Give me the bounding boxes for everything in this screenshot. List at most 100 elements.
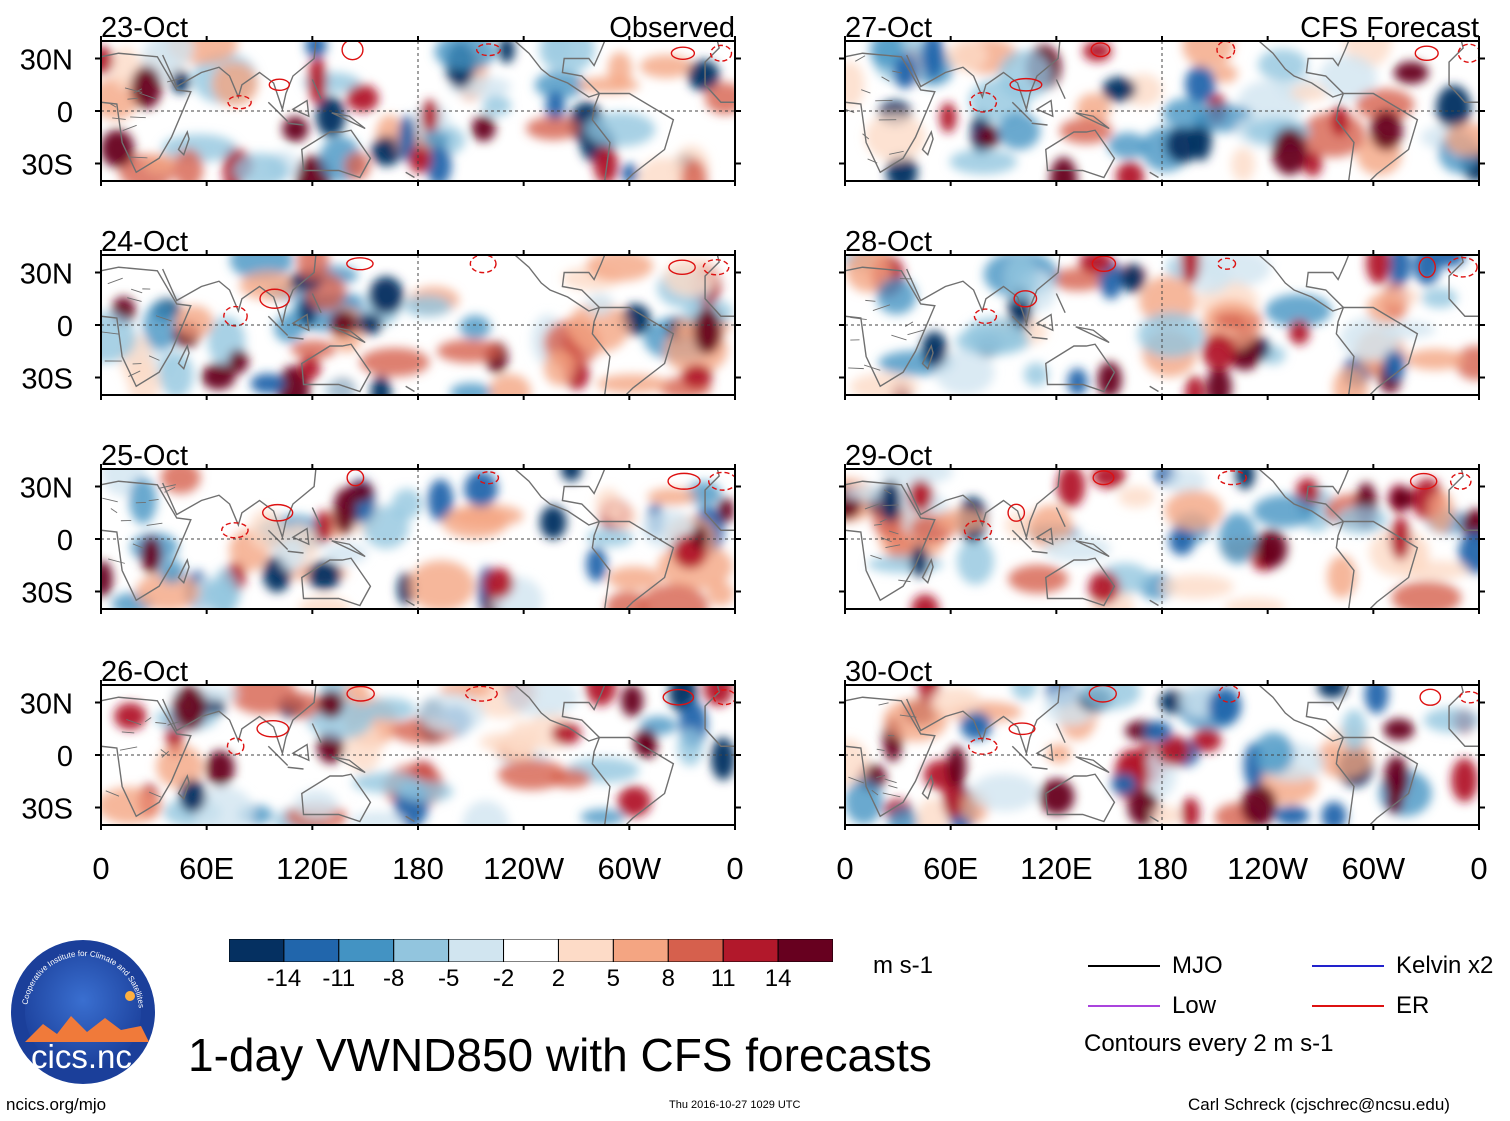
er-contours bbox=[963, 470, 1472, 541]
x-tick-label: 0 bbox=[836, 851, 853, 886]
colorbar-swatch bbox=[283, 938, 340, 963]
y-tick-label: 30S bbox=[21, 794, 73, 826]
x-tick-label: 0 bbox=[726, 851, 743, 886]
er-contours bbox=[969, 41, 1479, 113]
map-panel: 23-Oct Observed 30N 0 30S bbox=[20, 12, 741, 186]
contour-note: Contours every 2 m s-1 bbox=[1084, 1030, 1334, 1057]
colorbar bbox=[228, 938, 834, 963]
x-tick-label: 60E bbox=[179, 851, 234, 886]
y-tick-label: 30S bbox=[21, 150, 73, 182]
map-panel: 25-Oct 30N 0 30S bbox=[20, 440, 741, 614]
footer-author: Carl Schreck (cjschrec@ncsu.edu) bbox=[1188, 1095, 1450, 1114]
legend-line bbox=[1088, 1005, 1160, 1007]
legend-label: Low bbox=[1172, 992, 1217, 1019]
x-tick-label: 60E bbox=[923, 851, 978, 886]
coastlines bbox=[101, 469, 735, 609]
y-tick-label: 30N bbox=[20, 259, 73, 291]
wind-field bbox=[845, 685, 1479, 825]
coastlines bbox=[845, 685, 1479, 825]
legend-line bbox=[1312, 965, 1384, 967]
x-tick-label: 120E bbox=[276, 851, 348, 886]
legend-label: ER bbox=[1396, 992, 1430, 1019]
colorbar-label: -2 bbox=[492, 965, 515, 992]
colorbar-swatch bbox=[612, 938, 669, 963]
y-tick-label: 0 bbox=[57, 525, 73, 557]
y-tick-label: 0 bbox=[57, 741, 73, 773]
panel-date: 30-Oct bbox=[845, 656, 932, 688]
map-panel: 30-Oct 0 60E 120E 180 120W 60W 0 bbox=[836, 656, 1487, 886]
x-tick-label: 60W bbox=[597, 851, 661, 886]
x-tick-label: 60W bbox=[1341, 851, 1405, 886]
colorbar-label: 11 bbox=[710, 965, 736, 992]
colorbar-label: -11 bbox=[322, 965, 356, 992]
footer-timestamp: Thu 2016-10-27 1029 UTC bbox=[669, 1099, 801, 1111]
x-tick-label: 120E bbox=[1020, 851, 1092, 886]
wind-field bbox=[101, 469, 735, 609]
x-tick-label: 0 bbox=[1470, 851, 1487, 886]
er-contours bbox=[973, 255, 1478, 325]
coastlines bbox=[845, 255, 1479, 395]
er-contours bbox=[226, 685, 735, 756]
coastlines bbox=[845, 469, 1479, 609]
colorbar-swatch bbox=[393, 938, 450, 963]
legend-label: MJO bbox=[1172, 952, 1223, 979]
map-panel: 24-Oct 30N 0 30S bbox=[20, 226, 741, 400]
colorbar-units: m s-1 bbox=[873, 952, 933, 979]
column-heading: CFS Forecast bbox=[1300, 12, 1479, 44]
map-panel: 29-Oct bbox=[839, 440, 1485, 614]
map-panel: 27-Oct CFS Forecast bbox=[839, 12, 1485, 186]
colorbar-label: -14 bbox=[266, 965, 302, 992]
y-tick-label: 30N bbox=[20, 45, 73, 77]
er-contours bbox=[221, 469, 735, 539]
coastlines bbox=[101, 41, 735, 181]
legend-label: Kelvin x2 bbox=[1396, 952, 1494, 979]
y-tick-label: 0 bbox=[57, 311, 73, 343]
colorbar-label: -5 bbox=[437, 965, 460, 992]
er-contours bbox=[223, 255, 730, 327]
cics-logo-graphic: Cooperative Institute for Climate and Sa… bbox=[11, 940, 155, 1084]
colorbar-label: 2 bbox=[551, 965, 566, 992]
colorbar-swatch bbox=[777, 938, 834, 963]
er-contours bbox=[227, 41, 733, 110]
footer-link[interactable]: ncics.org/mjo bbox=[6, 1095, 107, 1114]
wind-field bbox=[101, 41, 735, 181]
legend-line bbox=[1088, 965, 1160, 967]
legend-line bbox=[1312, 1005, 1384, 1007]
x-tick-label: 180 bbox=[1136, 851, 1188, 886]
panel-date: 23-Oct bbox=[101, 12, 188, 44]
x-tick-label: 120W bbox=[1227, 851, 1309, 886]
panel-date: 28-Oct bbox=[845, 226, 932, 258]
panel-date: 26-Oct bbox=[101, 656, 188, 688]
colorbar-swatch bbox=[722, 938, 779, 963]
panel-date: 29-Oct bbox=[845, 440, 932, 472]
colorbar-label: 5 bbox=[606, 965, 621, 992]
colorbar-swatch bbox=[667, 938, 724, 963]
colorbar-swatch bbox=[557, 938, 614, 963]
y-tick-label: 30S bbox=[21, 364, 73, 396]
x-tick-label: 180 bbox=[392, 851, 444, 886]
colorbar-swatch bbox=[228, 938, 285, 963]
colorbar-label: 14 bbox=[764, 965, 792, 992]
column-heading: Observed bbox=[609, 12, 735, 44]
cics-logo: Cooperative Institute for Climate and Sa… bbox=[9, 938, 157, 1086]
main-title: 1-day VWND850 with CFS forecasts bbox=[188, 1029, 932, 1081]
colorbar-label: -8 bbox=[383, 965, 405, 992]
coastlines bbox=[101, 685, 735, 825]
colorbar-label: 8 bbox=[661, 965, 675, 992]
x-tick-label: 0 bbox=[92, 851, 109, 886]
map-panel: 26-Oct 30N 0 30S 0 60E 120E 180 120W 60W 0 bbox=[20, 656, 744, 886]
x-tick-label: 120W bbox=[483, 851, 565, 886]
y-tick-label: 30S bbox=[21, 578, 73, 610]
logo-text: cics.nc bbox=[31, 1038, 132, 1075]
colorbar-swatch bbox=[448, 938, 505, 963]
coastlines bbox=[845, 41, 1479, 181]
panel-date: 25-Oct bbox=[101, 440, 188, 472]
coastlines bbox=[101, 255, 735, 395]
y-tick-label: 0 bbox=[57, 97, 73, 129]
colorbar-swatch bbox=[338, 938, 395, 963]
y-tick-label: 30N bbox=[20, 473, 73, 505]
map-panel: 28-Oct bbox=[839, 226, 1485, 400]
colorbar-swatch bbox=[503, 938, 559, 963]
colorbar-swatches bbox=[228, 938, 834, 963]
